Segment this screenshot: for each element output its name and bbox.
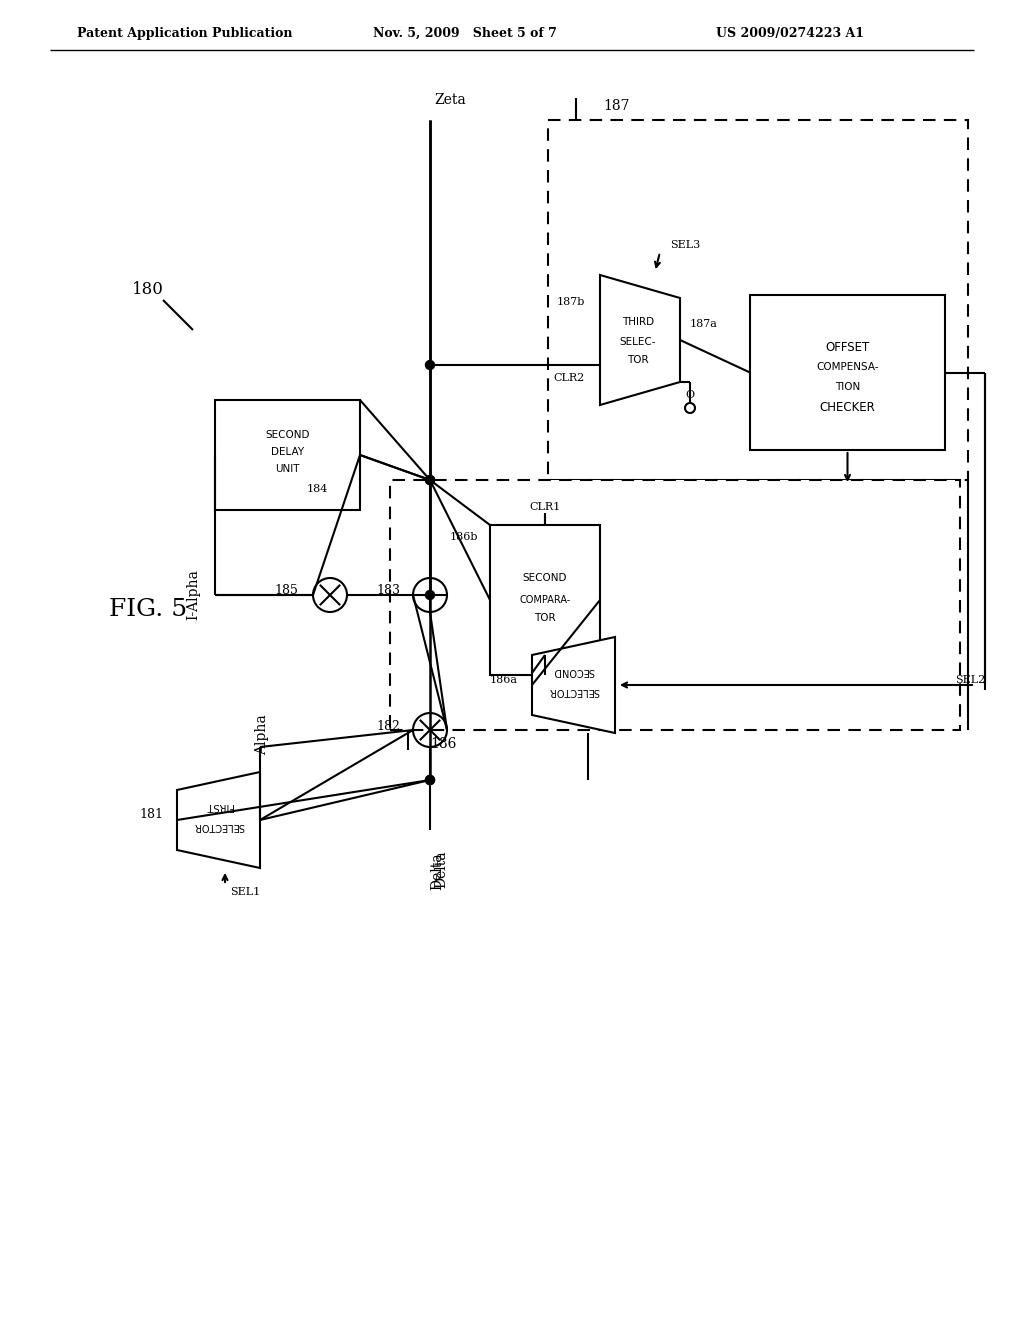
Text: TOR: TOR bbox=[627, 355, 649, 366]
Text: SELEC-: SELEC- bbox=[620, 337, 656, 347]
Text: Patent Application Publication: Patent Application Publication bbox=[77, 26, 293, 40]
Text: SEL2: SEL2 bbox=[954, 675, 985, 685]
Text: Alpha: Alpha bbox=[255, 714, 269, 755]
Circle shape bbox=[426, 475, 434, 484]
Text: CHECKER: CHECKER bbox=[819, 401, 876, 414]
Text: 187a: 187a bbox=[690, 319, 718, 329]
Text: 186b: 186b bbox=[450, 532, 478, 543]
Text: 180: 180 bbox=[132, 281, 164, 298]
Bar bbox=[215, 400, 360, 510]
Bar bbox=[548, 120, 968, 480]
Text: TION: TION bbox=[835, 383, 860, 392]
Text: SECOND: SECOND bbox=[522, 573, 567, 583]
Text: DELAY: DELAY bbox=[271, 447, 304, 457]
Polygon shape bbox=[532, 638, 615, 733]
Text: Nov. 5, 2009   Sheet 5 of 7: Nov. 5, 2009 Sheet 5 of 7 bbox=[373, 26, 557, 40]
Text: Delta: Delta bbox=[430, 853, 444, 890]
Text: Delta: Delta bbox=[434, 850, 449, 887]
Text: SECOND: SECOND bbox=[265, 430, 309, 440]
Text: I-Alpha: I-Alpha bbox=[186, 569, 200, 620]
Text: 181: 181 bbox=[139, 808, 163, 821]
Bar bbox=[390, 480, 961, 730]
Text: TOR: TOR bbox=[535, 612, 556, 623]
Text: 183: 183 bbox=[376, 585, 400, 598]
Text: 184: 184 bbox=[307, 484, 328, 494]
Text: Zeta: Zeta bbox=[434, 92, 466, 107]
Polygon shape bbox=[177, 772, 260, 869]
Text: CLR2: CLR2 bbox=[554, 374, 585, 383]
Text: SELECTOR: SELECTOR bbox=[549, 686, 599, 696]
Circle shape bbox=[426, 475, 434, 484]
Text: CLR1: CLR1 bbox=[529, 502, 560, 512]
Circle shape bbox=[426, 590, 434, 599]
Text: OFFSET: OFFSET bbox=[825, 341, 869, 354]
Circle shape bbox=[426, 360, 434, 370]
Circle shape bbox=[426, 776, 434, 784]
Text: SECOND: SECOND bbox=[553, 667, 595, 676]
Text: COMPARA-: COMPARA- bbox=[519, 595, 570, 605]
Text: US 2009/0274223 A1: US 2009/0274223 A1 bbox=[716, 26, 864, 40]
Text: SEL3: SEL3 bbox=[670, 240, 700, 249]
Text: 186: 186 bbox=[430, 737, 457, 751]
Text: O: O bbox=[685, 389, 694, 400]
Text: 186a: 186a bbox=[490, 675, 518, 685]
Text: 182: 182 bbox=[376, 719, 400, 733]
Text: THIRD: THIRD bbox=[622, 317, 654, 327]
Bar bbox=[750, 294, 945, 450]
Text: SEL1: SEL1 bbox=[230, 887, 260, 898]
Text: 187: 187 bbox=[603, 99, 630, 114]
Text: UNIT: UNIT bbox=[275, 465, 300, 474]
Text: 185: 185 bbox=[274, 585, 298, 598]
Polygon shape bbox=[600, 275, 680, 405]
Bar bbox=[490, 525, 600, 675]
Circle shape bbox=[426, 776, 434, 784]
Text: SELECTOR: SELECTOR bbox=[194, 821, 245, 832]
Text: FIRST: FIRST bbox=[206, 801, 232, 810]
Text: FIG. 5: FIG. 5 bbox=[109, 598, 187, 622]
Text: 187b: 187b bbox=[557, 297, 585, 308]
Text: COMPENSA-: COMPENSA- bbox=[816, 363, 879, 372]
